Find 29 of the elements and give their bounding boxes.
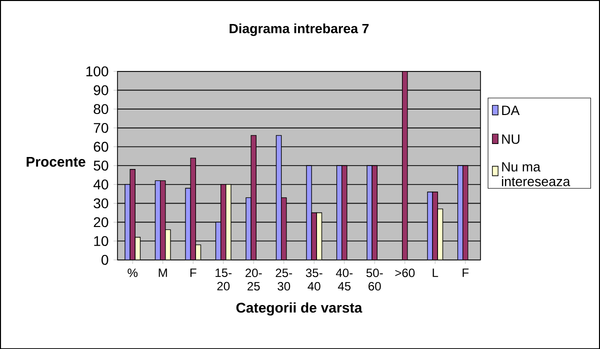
y-tick-label: 20: [94, 217, 108, 228]
x-tick-label: >60: [395, 268, 415, 278]
chart-title: Diagrama intrebarea 7: [230, 23, 369, 36]
x-tick-label: F: [462, 268, 469, 277]
y-axis-title: Procente: [26, 156, 86, 167]
x-tick-label: 40-45: [336, 268, 353, 290]
y-tick-label: 10: [94, 236, 108, 246]
x-tick-label: L: [432, 268, 438, 277]
legend-label: NU: [502, 134, 520, 144]
x-axis-title: Categorii de varsta: [236, 302, 362, 316]
legend-label: Nu ma intereseaza: [502, 162, 570, 186]
x-tick-label: 15-20: [216, 268, 232, 290]
x-tick-label: F: [190, 268, 196, 277]
y-tick-label: 70: [94, 122, 108, 133]
x-tick-label: %: [128, 268, 138, 277]
y-tick-label: 30: [94, 198, 108, 208]
legend-label: DA: [502, 106, 520, 115]
x-tick-label: 50-60: [366, 268, 383, 290]
y-tick-label: 40: [93, 179, 108, 190]
x-tick-label: 35-40: [306, 268, 322, 290]
x-tick-label: M: [158, 268, 167, 277]
y-tick-label: 100: [86, 66, 108, 76]
y-tick-label: 50: [94, 160, 108, 170]
y-tick-label: 60: [94, 142, 108, 152]
x-tick-label: 20-25: [246, 268, 262, 290]
y-tick-label: 90: [94, 85, 108, 96]
y-tick-label: 0: [102, 254, 108, 265]
x-tick-label: 25-30: [276, 268, 292, 290]
y-tick-label: 80: [94, 104, 108, 114]
